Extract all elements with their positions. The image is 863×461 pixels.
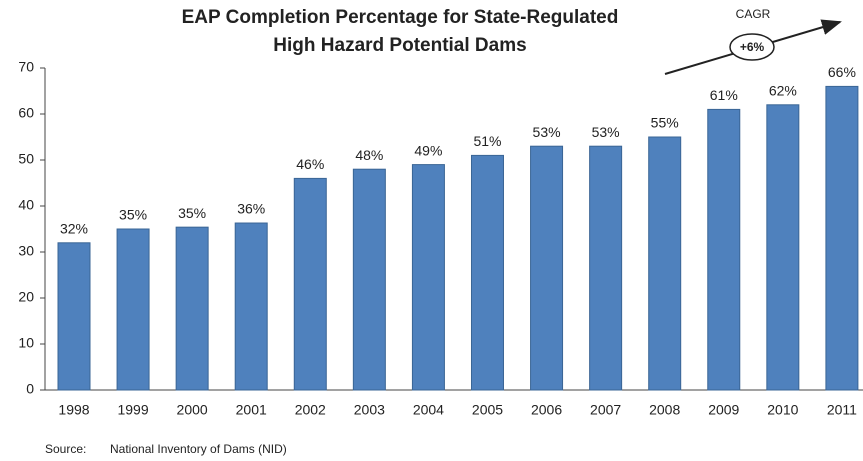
x-tick-label: 2011 bbox=[827, 402, 857, 418]
bar bbox=[648, 136, 682, 391]
x-tick-label: 2000 bbox=[177, 402, 208, 418]
data-label: 53% bbox=[533, 124, 561, 140]
x-tick-label: 2009 bbox=[708, 402, 739, 418]
chart-title: High Hazard Potential Dams bbox=[273, 35, 526, 56]
data-label: 35% bbox=[119, 207, 147, 223]
bar bbox=[234, 222, 268, 391]
x-tick-label: 2010 bbox=[767, 402, 798, 418]
bar bbox=[589, 145, 623, 391]
chart-title: EAP Completion Percentage for State-Regu… bbox=[182, 7, 619, 28]
x-tick-label: 2006 bbox=[531, 402, 562, 418]
bar bbox=[116, 228, 150, 391]
x-tick-label: 2002 bbox=[295, 402, 326, 418]
bar bbox=[57, 242, 91, 391]
y-tick-label: 50 bbox=[18, 151, 34, 167]
x-tick-label: 2001 bbox=[236, 402, 267, 418]
y-tick-label: 60 bbox=[18, 105, 34, 121]
y-tick-label: 10 bbox=[18, 335, 34, 351]
bar bbox=[352, 168, 386, 391]
annotation-label: CAGR bbox=[736, 7, 771, 21]
y-tick-label: 20 bbox=[18, 289, 34, 305]
data-label: 46% bbox=[296, 156, 324, 172]
data-label: 35% bbox=[178, 205, 206, 221]
x-tick-label: 2008 bbox=[649, 402, 680, 418]
bar bbox=[825, 85, 859, 391]
data-label: 61% bbox=[710, 87, 738, 103]
data-label: 53% bbox=[592, 124, 620, 140]
annotation-value: +6% bbox=[740, 40, 765, 54]
x-tick-label: 1998 bbox=[58, 402, 89, 418]
data-label: 36% bbox=[237, 201, 265, 217]
bar bbox=[293, 177, 327, 391]
y-tick-label: 70 bbox=[18, 59, 34, 75]
data-label: 49% bbox=[414, 142, 442, 158]
bar bbox=[175, 226, 209, 391]
data-label: 32% bbox=[60, 221, 88, 237]
x-tick-label: 2004 bbox=[413, 402, 444, 418]
x-tick-label: 2007 bbox=[590, 402, 621, 418]
source: National Inventory of Dams (NID) bbox=[110, 442, 287, 456]
bar bbox=[707, 108, 741, 391]
bar bbox=[411, 164, 445, 391]
data-label: 48% bbox=[355, 147, 383, 163]
y-tick-label: 40 bbox=[18, 197, 34, 213]
source-label: Source: bbox=[45, 442, 86, 456]
x-tick-label: 1999 bbox=[117, 402, 148, 418]
data-label: 51% bbox=[473, 133, 501, 149]
y-tick-label: 0 bbox=[26, 381, 34, 397]
data-label: 66% bbox=[828, 64, 856, 80]
y-tick-label: 30 bbox=[18, 243, 34, 259]
data-label: 62% bbox=[769, 83, 797, 99]
bar bbox=[530, 145, 564, 391]
bar bbox=[766, 104, 800, 391]
bar bbox=[470, 154, 504, 391]
data-label: 55% bbox=[651, 115, 679, 131]
x-tick-label: 2003 bbox=[354, 402, 385, 418]
cagr-ellipse bbox=[729, 33, 775, 61]
x-tick-label: 2005 bbox=[472, 402, 503, 418]
